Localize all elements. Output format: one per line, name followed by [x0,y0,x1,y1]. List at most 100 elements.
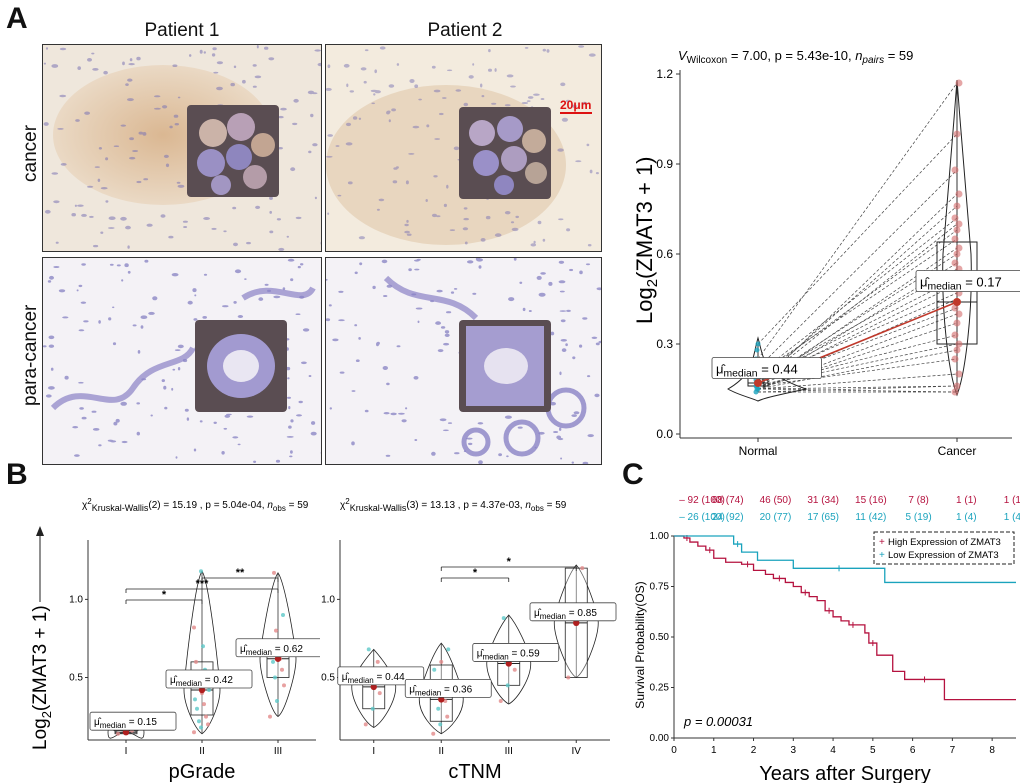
nucleus [177,184,185,188]
nucleus [59,94,67,98]
nucleus [326,87,332,91]
nucleus [53,200,60,204]
nucleus [275,459,281,463]
nucleus [223,230,227,233]
nucleus [414,439,418,441]
nucleus [439,112,444,116]
nucleus [296,414,302,417]
data-point [432,667,437,672]
nucleus [93,244,99,248]
nucleus [120,216,127,221]
median-label-box [915,270,1020,292]
nucleus [233,65,237,69]
nucleus [138,131,144,135]
nucleus [60,163,67,166]
nucleus [161,379,165,383]
data-point [512,667,517,672]
nucleus [416,258,421,261]
nucleus [578,45,585,48]
nucleus [107,439,114,442]
nucleus [431,451,436,456]
nucleus [81,416,87,420]
nucleus [78,381,84,384]
point-cancer [953,250,961,258]
nucleus [308,150,312,154]
nucleus [379,46,386,50]
column-label-patient-1: Patient 1 [144,20,220,41]
nucleus [510,85,516,88]
nucleus [48,335,55,340]
nucleus [439,418,447,422]
nucleus [431,65,436,69]
nucleus [476,258,483,262]
data-point [199,569,203,574]
nucleus [354,324,358,327]
nucleus [571,461,574,464]
nucleus [108,227,115,229]
nucleus [327,134,333,137]
nucleus [278,247,285,251]
nucleus [478,460,483,464]
nucleus [455,89,462,92]
nucleus [417,320,420,324]
nucleus [120,401,127,406]
pair-line [757,349,958,390]
y-axis-label: Log2(ZMAT3 + 1) [632,156,661,324]
median-label: μ̂median = 0.36 [404,678,492,698]
y-tick-label: 0.75 [650,582,670,593]
data-point [275,698,279,703]
x-tick-label: 3 [791,745,797,756]
nucleus [480,83,483,88]
nucleus [396,63,400,66]
nucleus [542,238,546,242]
nucleus [287,396,291,399]
nucleus [569,268,574,272]
nucleus [346,83,349,88]
y-tick-label: 1.00 [650,531,670,542]
median-label-box [529,602,617,622]
data-point [439,659,444,664]
nucleus [264,46,269,50]
x-tick-label: 4 [830,745,836,756]
median-label-cancer: μ̂median = 0.17 [915,270,1020,293]
nucleus [404,223,409,227]
median-point [274,655,282,662]
nucleus [288,425,292,429]
data-point [280,667,284,672]
nucleus [127,98,134,102]
nucleus [255,205,261,209]
risk-table-high: 7 (8) [908,495,929,506]
nucleus [533,240,536,244]
median-label-text: μ̂median = 0.85 [534,607,597,621]
nucleus [504,211,511,215]
nucleus [351,441,355,446]
x-axis-label: cTNM [448,761,501,783]
panel-label-c: C [622,458,644,491]
nucleus [406,233,412,236]
nucleus [559,310,567,312]
x-tick-label: 6 [910,745,916,756]
nucleus [378,198,385,202]
pair-line [757,388,958,393]
nucleus [595,342,600,346]
nucleus [440,326,446,329]
nucleus [237,315,244,318]
median-point [573,619,580,627]
legend-marker: + [879,550,885,561]
nucleus [546,49,550,53]
nucleus [244,278,247,280]
data-point [431,731,436,736]
nucleus [494,68,497,72]
nucleus [339,371,345,374]
nucleus [152,296,158,301]
nucleus [290,167,296,172]
nucleus [187,300,193,305]
risk-table-high: – 92 (100) [679,495,725,506]
chart-a-title: VWilcoxon = 7.00, p = 5.43e-10, npairs =… [678,48,913,66]
nucleus [436,289,443,293]
nucleus [53,266,60,268]
nucleus [223,427,228,430]
nucleus [59,47,67,51]
data-point [116,731,120,736]
nucleus [45,47,49,50]
